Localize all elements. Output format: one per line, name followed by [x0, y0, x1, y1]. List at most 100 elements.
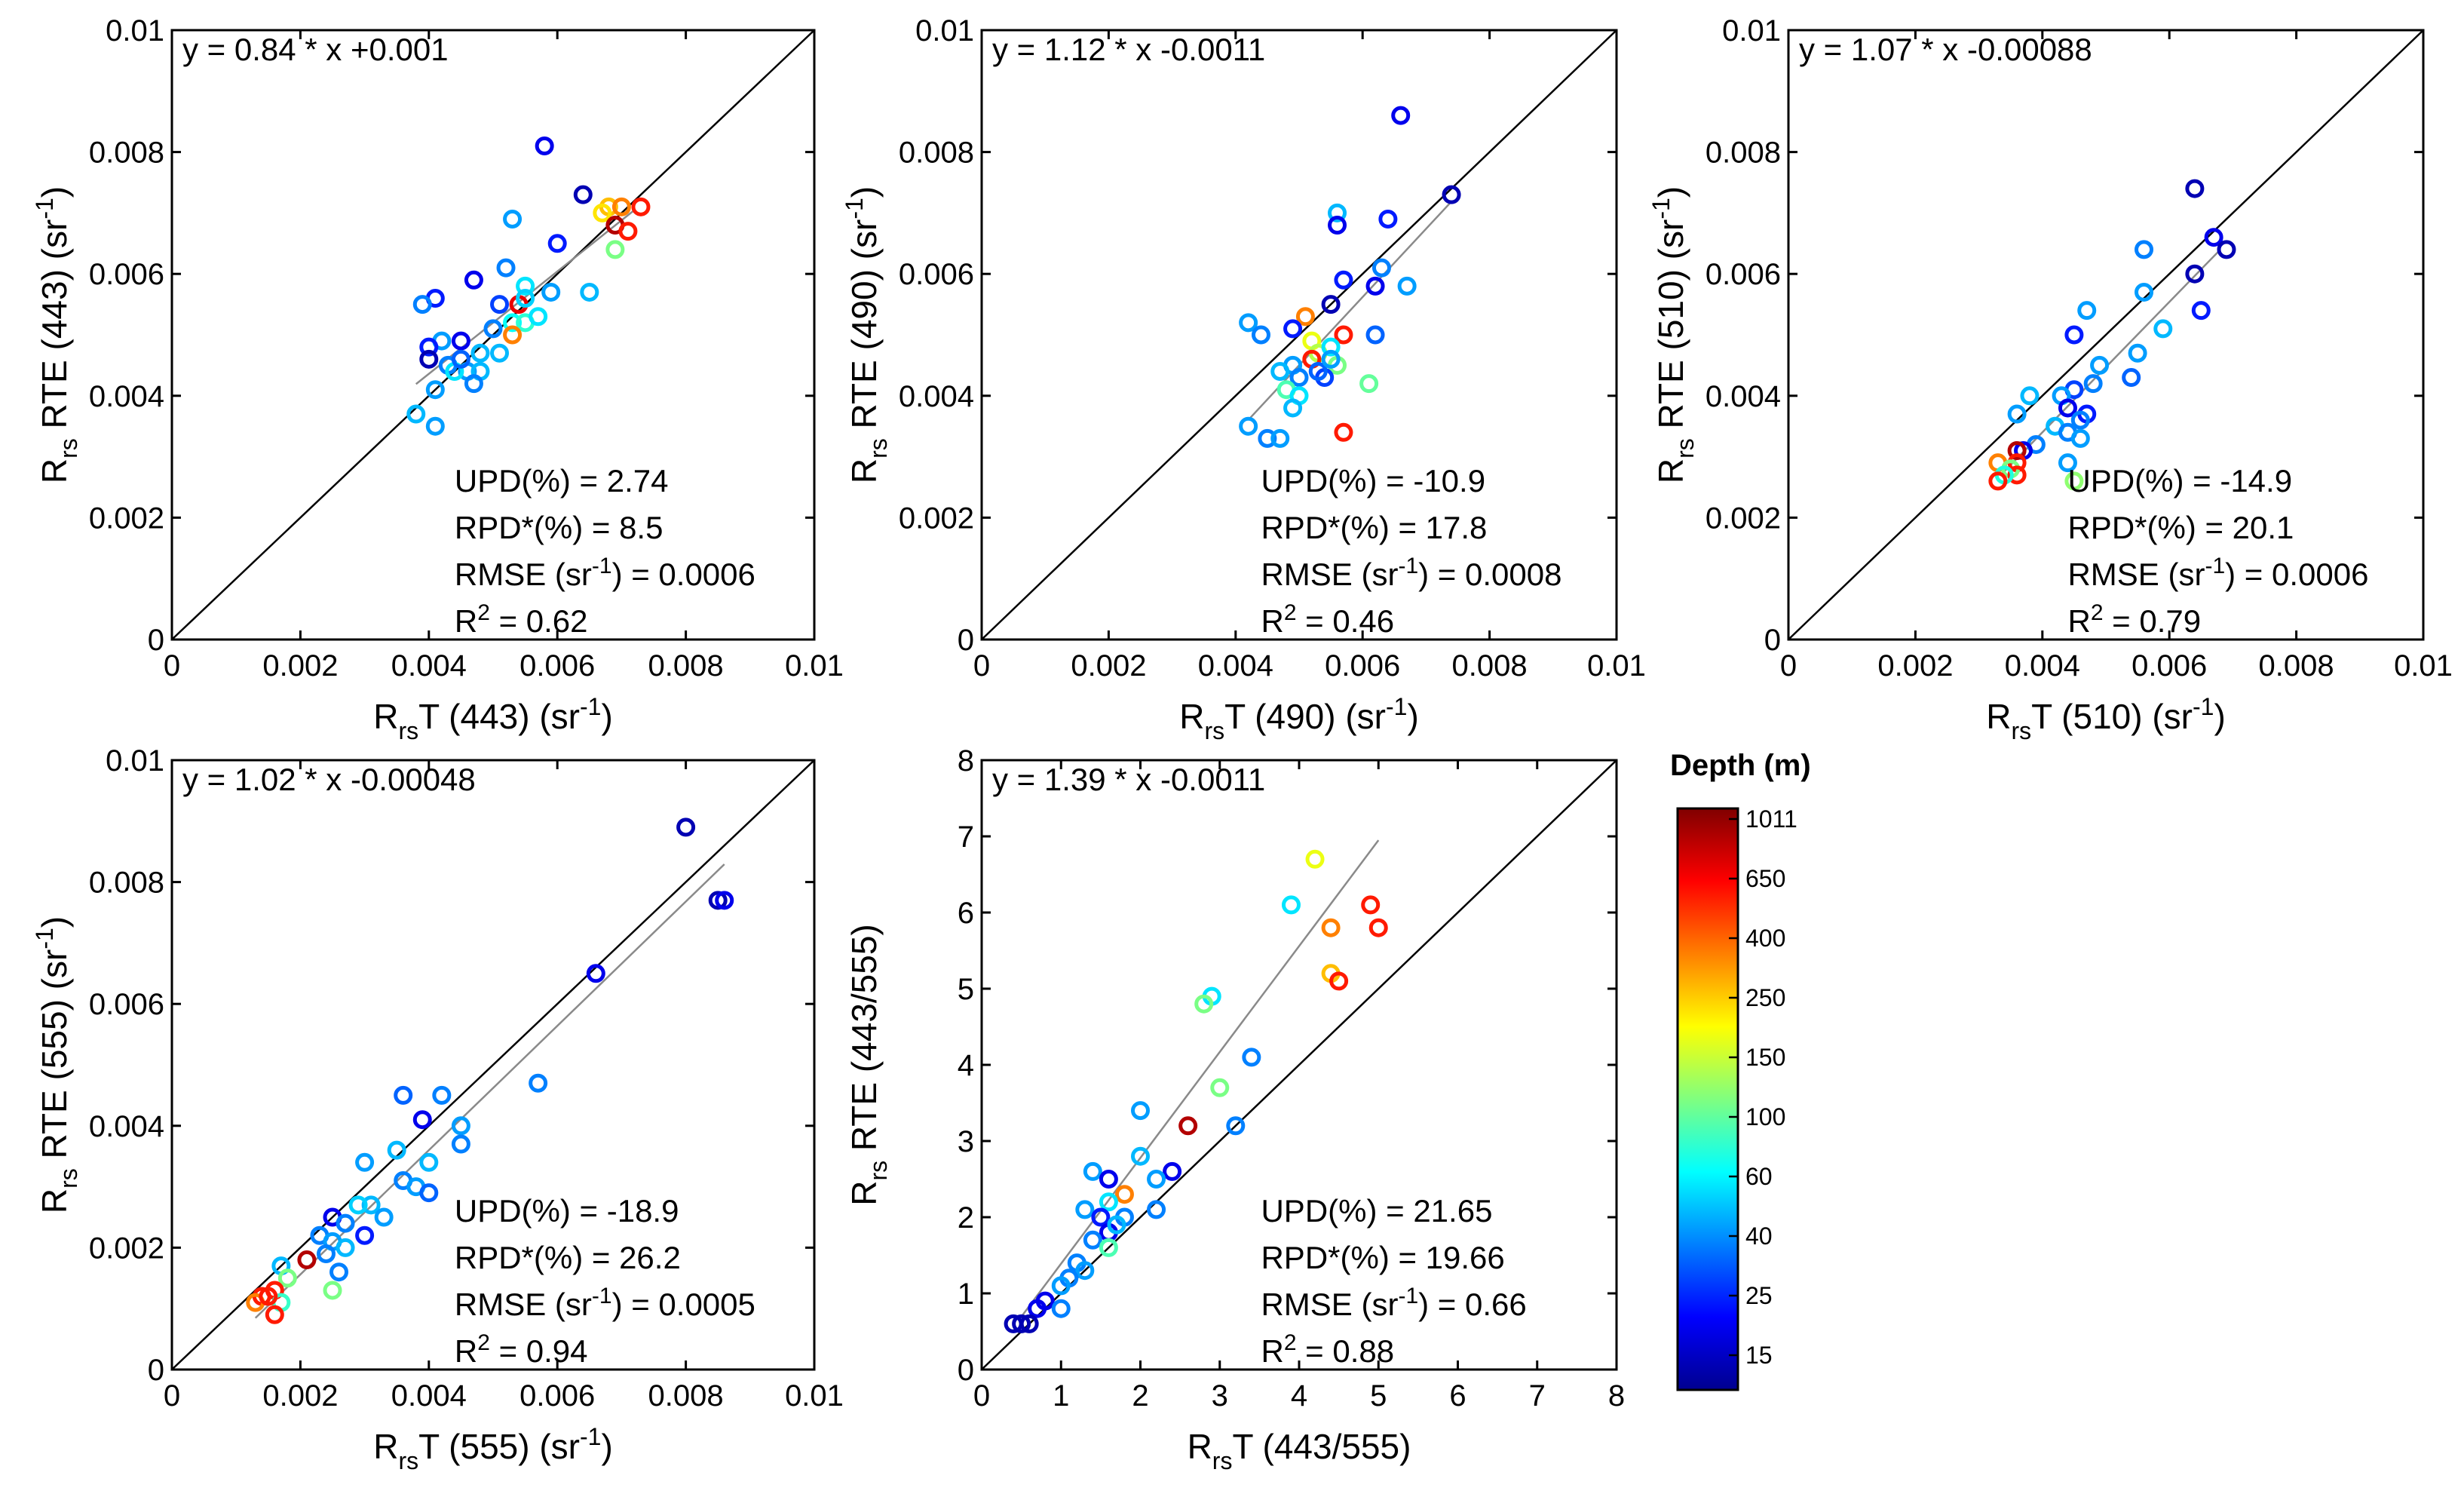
regression-line [2003, 249, 2221, 473]
upd-stat: UPD(%) = 21.65 [1261, 1193, 1492, 1229]
data-point [1012, 1314, 1031, 1333]
y-tick-label: 0.008 [89, 867, 164, 900]
y-axis-label: Rrs RTE (443/555) [844, 924, 892, 1206]
data-point [2020, 386, 2040, 406]
x-tick-label: 4 [1291, 1379, 1307, 1413]
data-point [2191, 301, 2211, 321]
data-point [503, 325, 523, 345]
x-tick-label: 0 [164, 649, 180, 683]
rpd-stat: RPD*(%) = 17.8 [1261, 510, 1487, 545]
y-tick-label: 3 [958, 1125, 974, 1158]
y-tick-label: 7 [958, 821, 974, 854]
y-tick-label: 0.01 [915, 14, 974, 48]
x-axis-label: RrsT (490) (sr-1) [1179, 693, 1419, 744]
data-point [2077, 301, 2097, 321]
data-point [1334, 270, 1353, 290]
data-point [1289, 368, 1309, 388]
data-point [1361, 895, 1381, 915]
y-axis-label: Rrs RTE (490) (sr-1) [841, 186, 892, 483]
data-point [611, 197, 631, 216]
rmse-stat: RMSE (sr-1) = 0.66 [1261, 1284, 1526, 1322]
data-point [1251, 325, 1270, 345]
rmse-stat: RMSE (sr-1) = 0.0006 [455, 554, 755, 592]
data-point [2070, 428, 2090, 448]
y-tick-label: 0.002 [1705, 502, 1781, 535]
y-tick-label: 0.004 [89, 380, 164, 413]
data-point [1308, 361, 1328, 381]
data-point [1305, 849, 1325, 869]
data-point [1365, 325, 1385, 345]
data-point [2122, 368, 2141, 388]
regression-equation: y = 0.84 * x +0.001 [182, 32, 449, 67]
scatter-panel-510: 0 0.002 0.004 0.006 0.008 0.01 0 0.002 0.004 0.00… [1647, 14, 2453, 744]
y-tick-label: 2 [958, 1201, 974, 1235]
y-tick-label: 0.004 [89, 1110, 164, 1143]
y-tick-label: 6 [958, 897, 974, 930]
data-point [1442, 185, 1461, 204]
data-point [394, 1085, 413, 1105]
data-point [425, 380, 445, 400]
r2-stat: R2 = 0.88 [1261, 1330, 1394, 1369]
data-point [503, 209, 523, 229]
one-to-one-line [981, 759, 1617, 1370]
regression-equation: y = 1.12 * x -0.0011 [992, 32, 1265, 67]
colorbar-tick-label: 150 [1745, 1044, 1785, 1071]
data-point [1239, 313, 1258, 333]
x-axis-label: RrsT (555) (sr-1) [373, 1423, 613, 1474]
regression-line [1020, 839, 1380, 1317]
data-point [464, 270, 483, 290]
data-point [1114, 1185, 1134, 1204]
data-point [1083, 1161, 1102, 1181]
y-tick-label: 0.006 [1705, 258, 1781, 291]
data-point [1091, 1207, 1111, 1227]
data-point [419, 349, 439, 369]
x-tick-label: 0.01 [785, 649, 844, 683]
x-tick-label: 0.002 [1071, 649, 1146, 683]
regression-line [415, 209, 636, 385]
data-point [1131, 1101, 1150, 1121]
data-point [529, 1073, 548, 1093]
data-point [1210, 1078, 1230, 1097]
data-point [425, 416, 445, 436]
depth-colorbar: Depth (m) 1011 650 400 250 150 100 60 40 25 15 [1670, 749, 1811, 1391]
data-point [516, 276, 535, 296]
x-tick-label: 5 [1370, 1379, 1387, 1413]
data-point [2135, 240, 2154, 259]
data-point [535, 137, 554, 156]
x-tick-label: 0.008 [1452, 649, 1528, 683]
x-axis-label: RrsT (443/555) [1188, 1427, 1411, 1474]
x-tick-label: 7 [1529, 1379, 1546, 1413]
data-point [277, 1268, 297, 1288]
data-point [580, 282, 599, 302]
upd-stat: UPD(%) = -18.9 [455, 1193, 679, 1229]
colorbar-tick-label: 15 [1745, 1342, 1773, 1369]
one-to-one-line [1788, 29, 2424, 640]
y-tick-label: 0.002 [899, 502, 974, 535]
data-point [2064, 325, 2084, 345]
r2-stat: R2 = 0.94 [455, 1330, 588, 1369]
rmse-stat: RMSE (sr-1) = 0.0006 [2067, 554, 2368, 592]
data-point [2064, 471, 2084, 491]
data-point [1004, 1314, 1023, 1333]
data-point [432, 1085, 452, 1105]
data-point [361, 1195, 381, 1215]
y-tick-label: 1 [958, 1278, 974, 1311]
scatter-panel-555: 0 0.002 0.004 0.006 0.008 0.01 0 0.002 0.004 0.00… [31, 744, 844, 1474]
rpd-stat: RPD*(%) = 8.5 [455, 510, 664, 545]
colorbar-tick-label: 650 [1745, 865, 1785, 892]
rmse-stat: RMSE (sr-1) = 0.0008 [1261, 554, 1561, 592]
data-point [470, 343, 490, 363]
data-point [2153, 319, 2173, 339]
data-point [503, 313, 523, 333]
colorbar-tick-label: 60 [1745, 1163, 1773, 1190]
y-tick-label: 0 [148, 624, 164, 657]
x-tick-label: 0.008 [2259, 649, 2334, 683]
data-point [348, 1195, 368, 1215]
scatter-panel-443: 0 0.002 0.004 0.006 0.008 0.01 0 0.002 0.004 0.00… [31, 14, 844, 744]
data-point [1194, 994, 1214, 1014]
y-tick-label: 0 [958, 1354, 974, 1387]
data-point [2083, 374, 2103, 394]
x-tick-label: 0 [973, 1379, 990, 1413]
data-point [1099, 1192, 1118, 1212]
